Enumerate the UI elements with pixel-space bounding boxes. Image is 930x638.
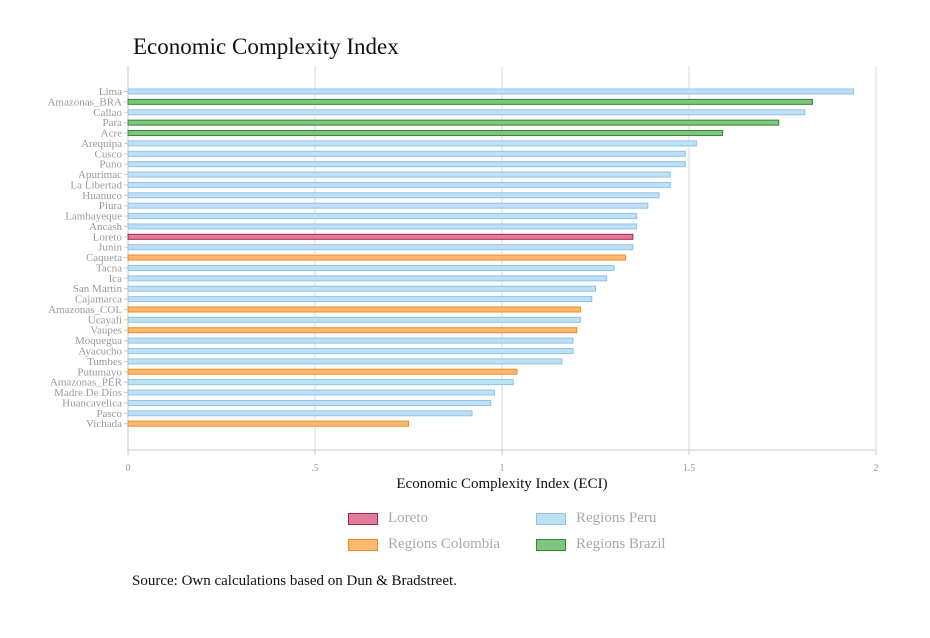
bar-tacna <box>127 264 615 271</box>
legend-item-brazil: Regions Brazil <box>536 536 666 553</box>
legend-swatch-colombia <box>348 538 378 551</box>
x-axis-title: Economic Complexity Index (ECI) <box>396 476 607 492</box>
category-label-la-libertad: La Libertad <box>70 179 122 191</box>
category-label-vaupes: Vaupes <box>90 325 122 337</box>
bar-para <box>127 119 780 126</box>
x-tick-label-4: 2 <box>874 463 879 474</box>
category-label-vichada: Vichada <box>86 418 122 430</box>
source-note: Source: Own calculations based on Dun & … <box>132 573 457 589</box>
legend-swatch-loreto <box>348 512 378 525</box>
legend-label-colombia: Regions Colombia <box>388 536 501 552</box>
legend-item-loreto: Loreto <box>348 510 428 527</box>
x-tick-label-3: 1.5 <box>683 463 696 474</box>
legend-swatch-peru <box>536 512 566 525</box>
bar-lambayeque <box>127 213 638 220</box>
x-tick-label-2: 1 <box>500 463 505 474</box>
bar-ica <box>127 275 608 282</box>
category-label-ayacucho: Ayacucho <box>78 346 122 358</box>
category-label-ica: Ica <box>109 273 123 285</box>
category-label-amazonas-bra: Amazonas_BRA <box>47 96 122 108</box>
bar-callao <box>127 109 806 116</box>
category-label-ancash: Ancash <box>89 221 122 233</box>
category-label-cajamarca: Cajamarca <box>75 294 122 306</box>
category-label-lambayeque: Lambayeque <box>65 211 122 223</box>
bar-ucayali <box>127 316 582 323</box>
category-label-puno: Puno <box>99 159 122 171</box>
bar-vichada <box>127 420 409 427</box>
bar-putumayo <box>127 368 518 375</box>
bar-madre-de-dios <box>127 389 496 396</box>
category-label-tumbes: Tumbes <box>87 356 122 368</box>
bar-acre <box>127 130 724 137</box>
bar-junin <box>127 244 634 251</box>
category-label-huanuco: Huanuco <box>82 190 122 202</box>
category-label-amazonas-per: Amazonas_PER <box>50 377 123 389</box>
category-label-madre-de-dios: Madre De Dios <box>54 387 122 399</box>
legend-label-loreto: Loreto <box>388 510 428 526</box>
bar-huancavelica <box>127 399 492 406</box>
bar-huanuco <box>127 192 660 199</box>
category-label-arequipa: Arequipa <box>81 138 122 150</box>
bar-moquegua <box>127 337 574 344</box>
bar-caqueta <box>127 254 626 261</box>
category-label-acre: Acre <box>101 128 122 140</box>
bar-loreto <box>127 233 634 240</box>
bar-puno <box>127 161 686 168</box>
category-label-pasco: Pasco <box>96 408 122 420</box>
bar-piura <box>127 202 649 209</box>
bar-vaupes <box>127 327 578 334</box>
bar-amazonas-bra <box>127 98 813 105</box>
bar-lima <box>127 88 855 95</box>
x-tick-label-1: .5 <box>311 463 319 474</box>
bar-cajamarca <box>127 296 593 303</box>
category-label-para: Para <box>102 117 122 129</box>
legend-swatch-brazil <box>536 538 566 551</box>
category-label-caqueta: Caqueta <box>86 252 122 264</box>
category-label-apurimac: Apurimac <box>78 169 122 181</box>
legend-item-peru: Regions Peru <box>536 510 656 527</box>
category-label-callao: Callao <box>93 107 122 119</box>
category-label-putumayo: Putumayo <box>77 366 122 378</box>
legend-label-brazil: Regions Brazil <box>576 536 666 552</box>
category-label-huancavelica: Huancavelica <box>62 397 122 409</box>
bar-cusco <box>127 150 686 157</box>
bar-pasco <box>127 410 473 417</box>
category-label-tacna: Tacna <box>96 262 122 274</box>
category-label-cusco: Cusco <box>95 148 123 160</box>
category-label-loreto: Loreto <box>93 231 123 243</box>
category-label-ucayali: Ucayali <box>88 314 122 326</box>
category-label-san-martin: San Martin <box>73 283 123 295</box>
category-label-junin: Junin <box>98 242 122 254</box>
category-label-lima: Lima <box>99 86 122 98</box>
x-tick-label-0: 0 <box>126 463 131 474</box>
bar-ancash <box>127 223 638 230</box>
bar-amazonas-per <box>127 379 514 386</box>
bar-tumbes <box>127 358 563 365</box>
legend-item-colombia: Regions Colombia <box>348 536 500 553</box>
category-label-moquegua: Moquegua <box>75 335 122 347</box>
bar-amazonas-col <box>127 306 582 313</box>
chart-title: Economic Complexity Index <box>133 34 399 59</box>
category-label-piura: Piura <box>99 200 122 212</box>
bar-apurimac <box>127 171 671 178</box>
category-label-amazonas-col: Amazonas_COL <box>48 304 122 316</box>
bar-ayacucho <box>127 348 574 354</box>
legend-label-peru: Regions Peru <box>576 510 657 526</box>
bar-san-martin <box>127 285 596 292</box>
bar-la-libertad <box>127 181 671 188</box>
bar-arequipa <box>127 140 697 147</box>
